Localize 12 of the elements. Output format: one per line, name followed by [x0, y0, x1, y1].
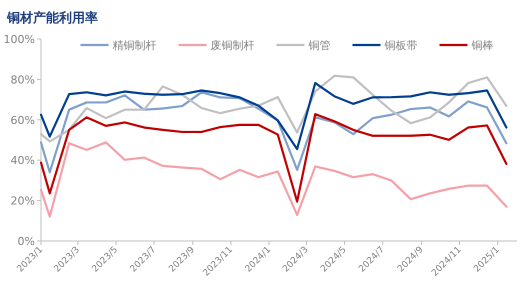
- y-tick-label: 20%: [10, 194, 35, 208]
- legend-label: 精铜制杆: [112, 39, 156, 52]
- legend-label: 铜板带: [384, 39, 418, 52]
- chart-title: 铜材产能利用率: [6, 10, 98, 26]
- legend-label: 废铜制杆: [210, 39, 254, 52]
- y-tick-label: 80%: [10, 73, 35, 86]
- y-tick-label: 40%: [10, 154, 35, 168]
- y-tick-label: 0%: [18, 235, 35, 248]
- y-tick-label: 100%: [4, 33, 35, 46]
- y-tick-label: 60%: [10, 114, 35, 127]
- legend-label: 铜棒: [470, 39, 494, 52]
- legend-label: 铜管: [308, 39, 330, 52]
